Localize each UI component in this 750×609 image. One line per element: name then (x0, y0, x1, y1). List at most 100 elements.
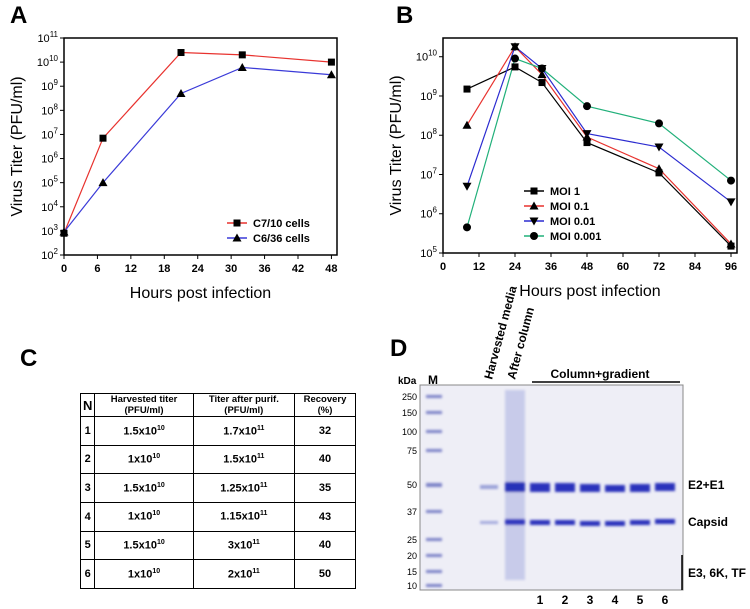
cell-exp: 11 (256, 453, 265, 461)
panel-letter: D (390, 335, 408, 362)
table-row: 1 1.5x1010 1.7x1011 32 (79, 416, 357, 446)
cell-text: 1x10 (127, 453, 153, 466)
table-cell: 1.5x1010 (94, 416, 194, 446)
tick-base: 10 (416, 52, 428, 64)
legend-label: C6/36 cells (253, 233, 310, 245)
marker (177, 49, 185, 57)
table-cell: 50 (293, 559, 357, 589)
x-tick-label: 36 (258, 263, 270, 275)
marker-size: 25 (407, 535, 417, 545)
x-tick-label: 36 (545, 261, 557, 273)
panel-letter: B (396, 2, 414, 29)
marker-size: 100 (402, 427, 417, 437)
table-cell: 32 (293, 416, 357, 446)
marker (511, 63, 519, 71)
legend-marker (530, 232, 538, 240)
cell-text: 1.7x10 (223, 425, 257, 438)
marker (654, 143, 664, 152)
chart: 0 6 12 18 24 30 36 42 48102103104105106107108109… (9, 30, 338, 302)
marker (538, 64, 546, 73)
cell-text: Harvested titer (PFU/ml) (110, 394, 178, 416)
tick-exp: 7 (54, 126, 59, 135)
table-cell: 40 (293, 530, 357, 561)
tick-exp: 10 (49, 54, 58, 63)
table-cell: 1x1010 (94, 444, 194, 475)
tick-base: 10 (420, 91, 432, 103)
tick-exp: 10 (428, 49, 437, 58)
table-row: 6 1x1010 2x1011 50 (79, 559, 357, 589)
marker (511, 54, 519, 63)
y-axis-label: Virus Titer (PFU/ml) (9, 76, 26, 216)
lane-number: 4 (612, 593, 619, 607)
tick-exp: 5 (54, 175, 59, 184)
cell-exp: 10 (152, 453, 161, 461)
cell-text: 1.5x10 (123, 482, 157, 495)
cell-text: 6 (84, 568, 91, 581)
cell-text: N (83, 397, 93, 413)
marker (537, 70, 547, 79)
y-tick-label: 106 (420, 206, 437, 221)
tick-base: 10 (420, 209, 432, 221)
x-tick-label: 72 (653, 261, 665, 273)
y-tick-label: 107 (420, 166, 437, 181)
legend-label: MOI 0.001 (550, 231, 601, 243)
tick-base: 10 (41, 250, 53, 262)
cell-exp: 11 (260, 481, 268, 489)
tick-exp: 7 (433, 166, 438, 175)
table-cell: Recovery (%) (293, 393, 357, 417)
marker (237, 62, 247, 71)
band-label: E3, 6K, TF (688, 566, 746, 580)
tick-exp: 4 (54, 199, 59, 208)
tick-exp: 9 (433, 88, 438, 97)
marker (59, 227, 69, 236)
marker (510, 43, 520, 52)
tick-base: 10 (41, 129, 53, 141)
table-row: 5 1.5x1010 3x1011 40 (79, 530, 357, 561)
lane-number: 3 (587, 593, 594, 607)
tick-exp: 11 (50, 30, 59, 39)
cell-text: 2 (84, 453, 91, 466)
y-tick-label: 104 (41, 199, 58, 214)
cell-text: 40 (318, 453, 332, 466)
y-tick-label: 109 (420, 88, 437, 103)
marker (327, 58, 335, 66)
band-label: Capsid (688, 515, 728, 529)
cell-exp: 10 (156, 424, 165, 432)
marker (463, 223, 471, 232)
x-tick-label: 0 (440, 261, 446, 273)
group-label: Column+gradient (550, 367, 649, 381)
series-line (466, 57, 732, 228)
cell-text: 40 (318, 539, 332, 552)
marker-size: 10 (407, 581, 417, 591)
lane-number: 2 (562, 593, 569, 607)
cell-text: Recovery (%) (303, 394, 347, 416)
x-tick-label: 0 (61, 263, 67, 275)
cell-text: 32 (318, 424, 332, 437)
cell-text: 3 (84, 482, 91, 495)
x-tick-label: 24 (192, 263, 205, 275)
cell-exp: 11 (252, 567, 260, 575)
x-tick-label: 30 (225, 263, 237, 275)
tick-exp: 2 (54, 247, 59, 256)
y-tick-label: 105 (420, 245, 437, 260)
cell-text: 50 (318, 568, 332, 581)
marker (654, 164, 664, 173)
marker (583, 102, 591, 111)
lane-number: 5 (637, 593, 644, 607)
recovery-table: N Harvested titer (PFU/ml) Titer after pur… (79, 393, 357, 589)
tick-exp: 8 (433, 127, 438, 136)
tick-exp: 9 (54, 78, 59, 87)
lane-number: 1 (537, 593, 544, 607)
cell-exp: 11 (252, 539, 260, 547)
x-tick-label: 24 (509, 261, 522, 273)
y-tick-label: 106 (41, 151, 58, 166)
marker (99, 134, 107, 142)
x-tick-label: 48 (325, 263, 337, 275)
cell-text: 1.5x10 (123, 425, 157, 438)
tick-base: 10 (37, 57, 49, 69)
tick-exp: 6 (433, 206, 438, 215)
tick-base: 10 (41, 202, 53, 214)
chart: 0 12 24 36 48 60 72 84 961051061071081091010Hour… (388, 37, 738, 300)
gel-bands (426, 390, 675, 587)
